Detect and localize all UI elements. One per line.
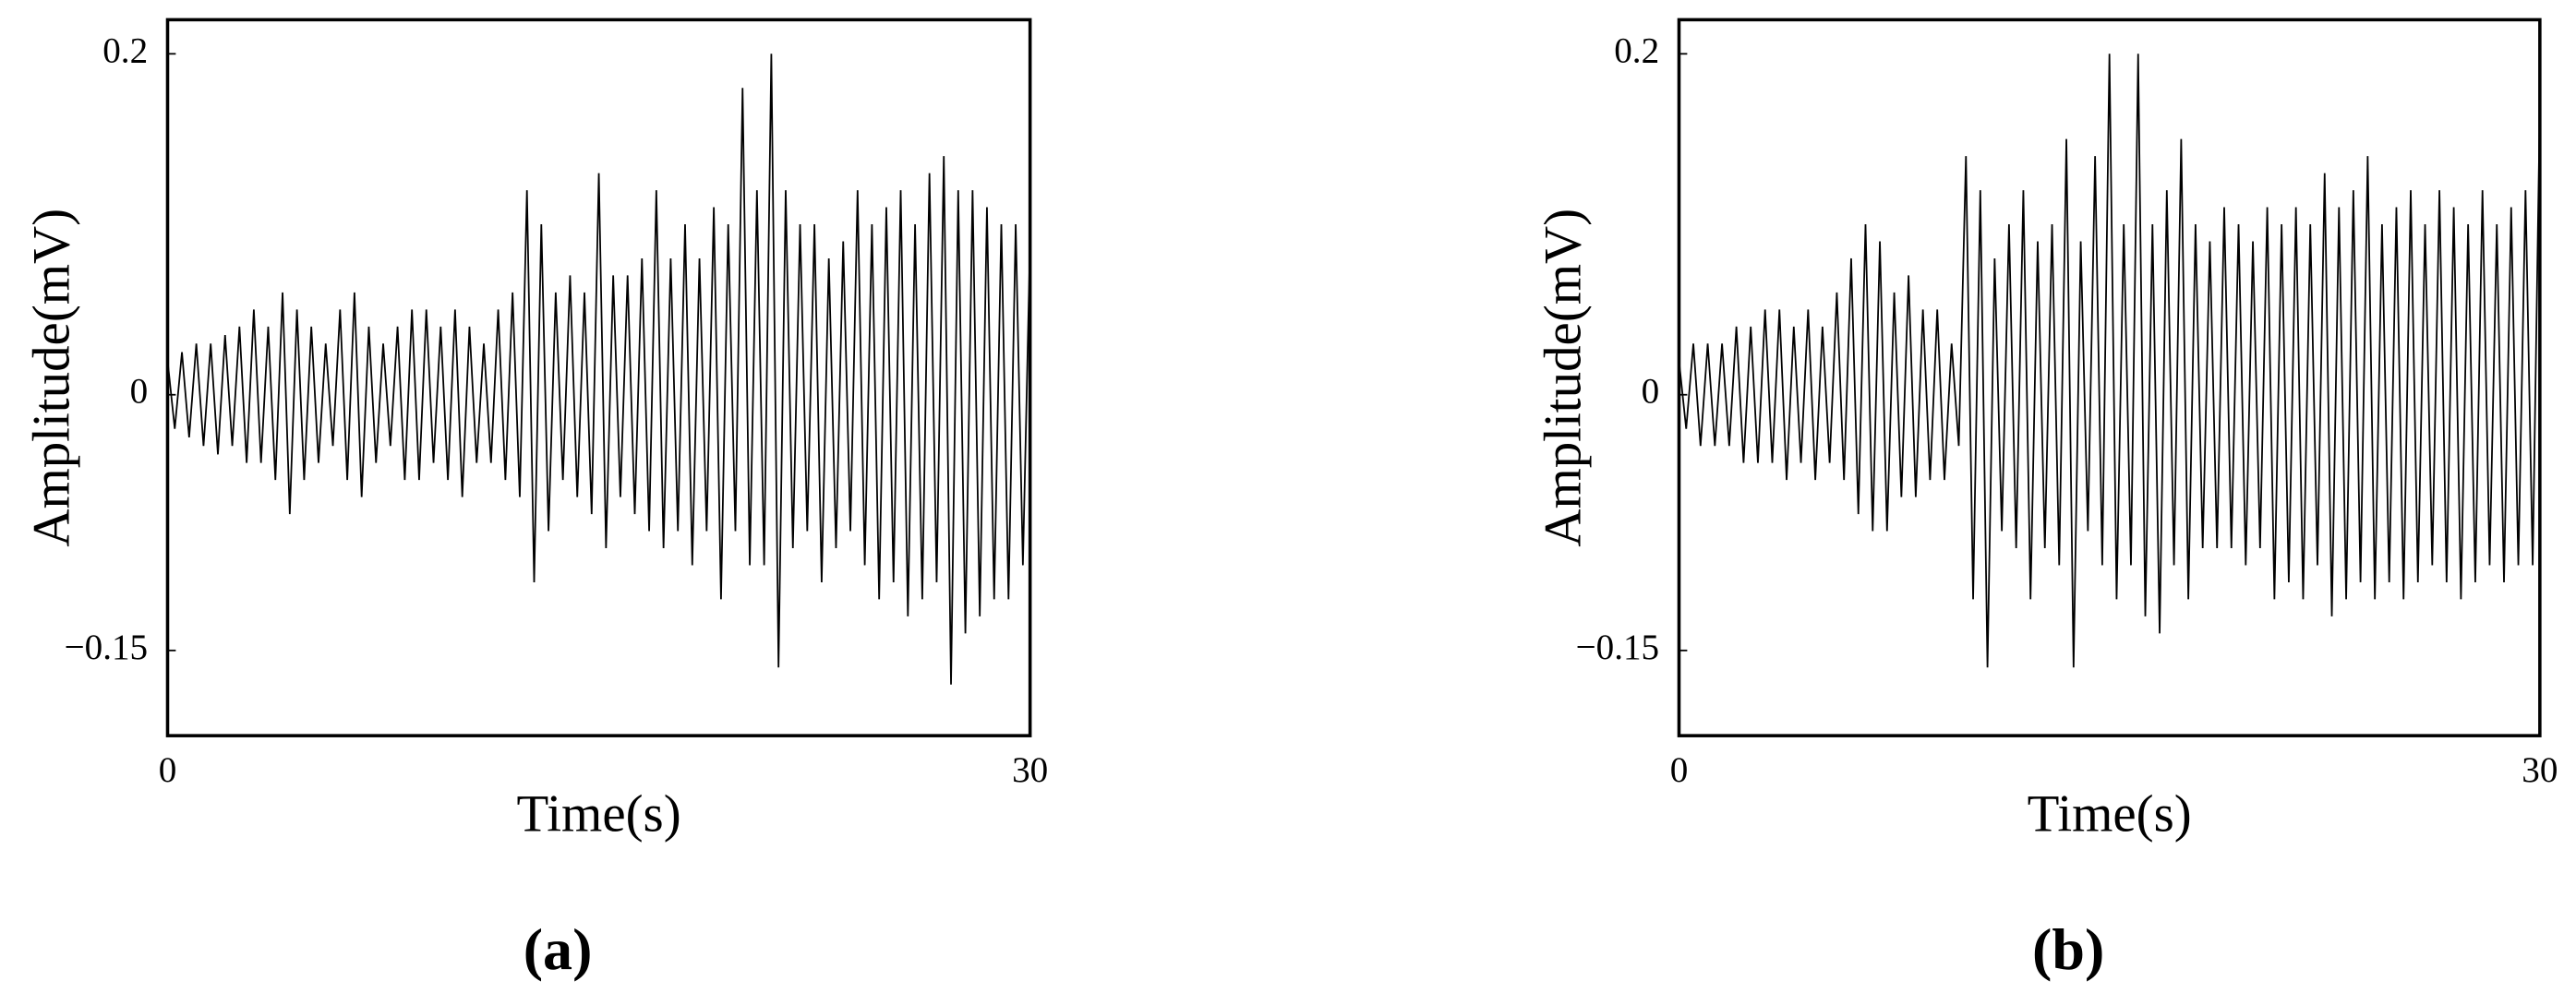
- y-tick-label: −0.15: [1576, 628, 1660, 667]
- y-tick-label: −0.15: [65, 628, 149, 667]
- x-tick-label: 0: [1670, 750, 1689, 790]
- panel-label: (a): [524, 916, 593, 982]
- x-tick-label: 0: [159, 750, 177, 790]
- x-tick-label: 30: [2522, 750, 2558, 790]
- x-tick-label: 30: [1012, 750, 1048, 790]
- panel-label: (b): [2032, 916, 2104, 982]
- signal-line: [1678, 54, 2541, 668]
- x-axis-title: Time(s): [516, 784, 680, 843]
- plot-frame: [1677, 18, 2542, 737]
- plot-frame: [165, 18, 1032, 737]
- y-tick-label: 0: [130, 372, 149, 412]
- signal-line: [166, 54, 1031, 685]
- y-tick-label: 0.2: [102, 30, 148, 70]
- y-tick-label: 0: [1642, 372, 1660, 412]
- y-axis-title: Amplitude(mV): [1535, 209, 1593, 547]
- y-axis-title: Amplitude(mV): [23, 209, 81, 547]
- x-axis-title: Time(s): [2028, 784, 2192, 843]
- y-tick-label: 0.2: [1614, 30, 1659, 70]
